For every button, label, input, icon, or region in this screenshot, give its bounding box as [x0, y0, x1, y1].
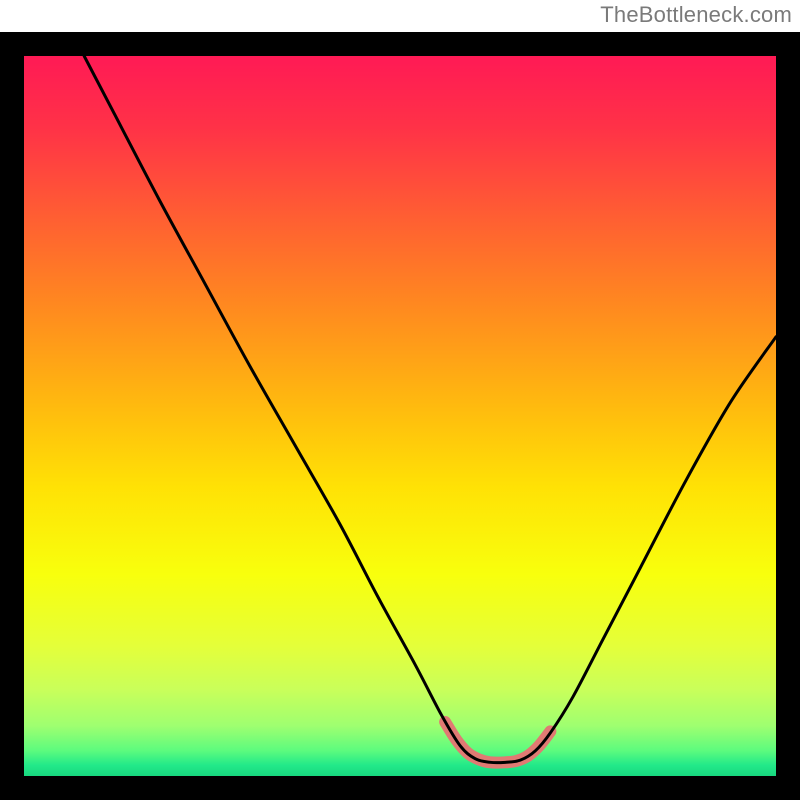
- gradient-background: [24, 56, 776, 776]
- frame-border-bottom: [0, 776, 800, 800]
- watermark-text: TheBottleneck.com: [600, 2, 792, 28]
- plot-frame: [0, 32, 800, 800]
- frame-border-left: [0, 32, 24, 800]
- frame-border-right: [776, 32, 800, 800]
- bottleneck-chart-figure: TheBottleneck.com: [0, 0, 800, 800]
- frame-border-top: [0, 32, 800, 56]
